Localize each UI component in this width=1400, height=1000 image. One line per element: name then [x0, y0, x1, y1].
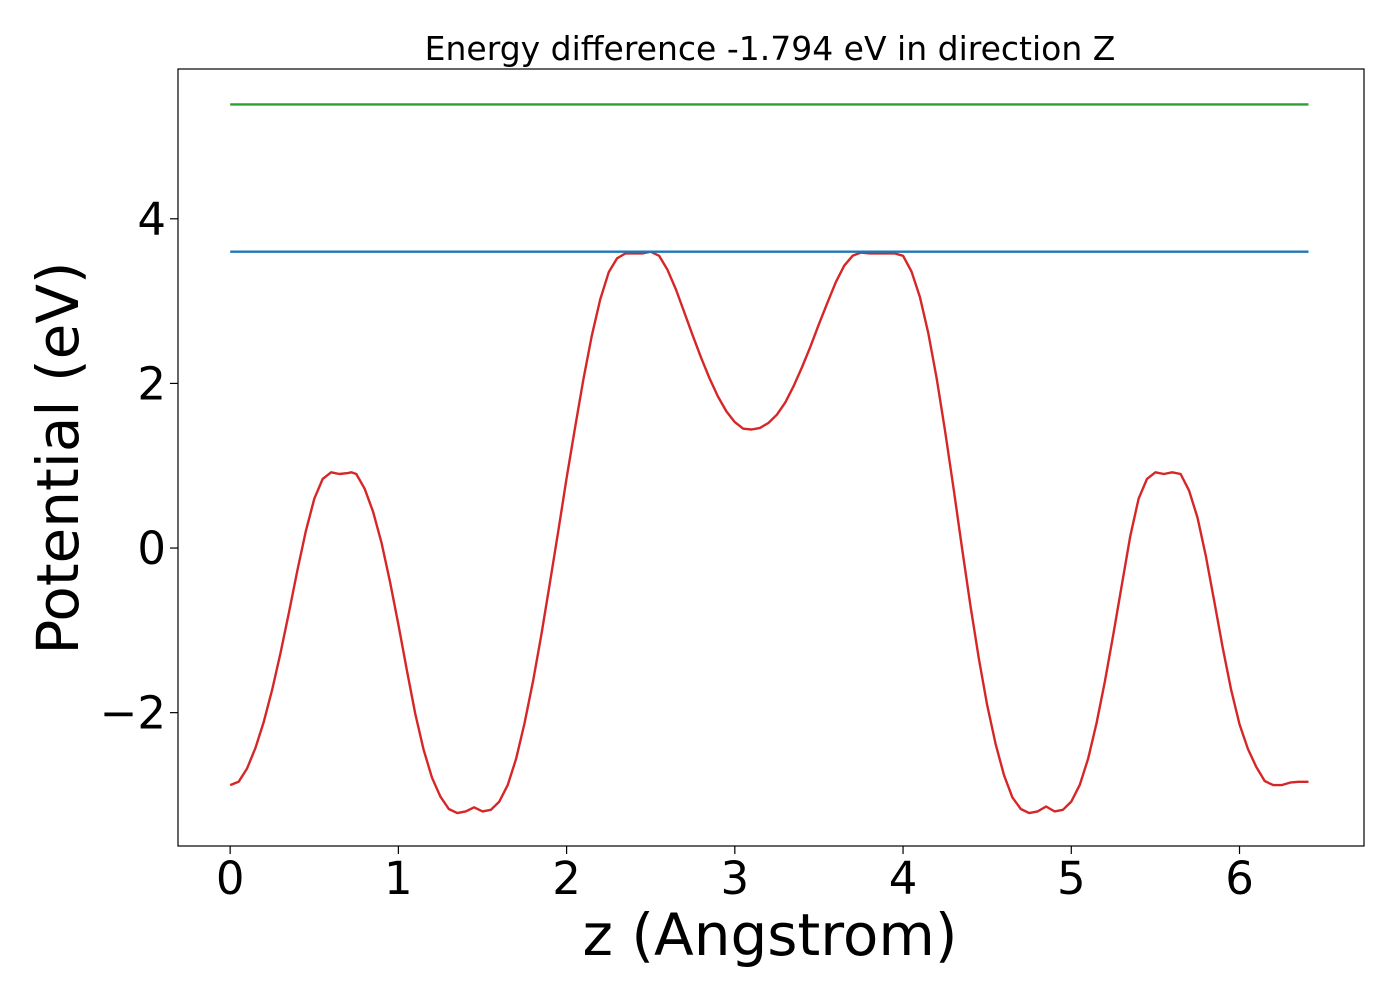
x-tick-label: 2 — [552, 852, 581, 905]
y-axis-label: Potential (eV) — [24, 261, 92, 654]
x-tick-label: 0 — [216, 852, 245, 905]
y-tick-label: 4 — [137, 193, 166, 246]
y-tick-label: −2 — [100, 687, 166, 740]
x-tick-label: 1 — [384, 852, 413, 905]
series-line-1 — [229, 250, 1309, 815]
x-tick-label: 4 — [889, 852, 918, 905]
plot-area — [177, 68, 1365, 847]
chart-title: Energy difference -1.794 eV in direction… — [425, 29, 1116, 68]
x-tick-label: 6 — [1225, 852, 1254, 905]
x-tick-label: 5 — [1057, 852, 1086, 905]
y-tick-label: 2 — [137, 357, 166, 410]
y-axis: −2 0 2 4 — [100, 193, 178, 740]
x-tick-label: 3 — [721, 852, 750, 905]
x-axis-label: z (Angstrom) — [583, 901, 958, 969]
series-layer — [229, 103, 1309, 815]
y-tick-label: 0 — [137, 522, 166, 575]
x-axis: 0 1 2 3 4 5 6 — [216, 846, 1254, 905]
